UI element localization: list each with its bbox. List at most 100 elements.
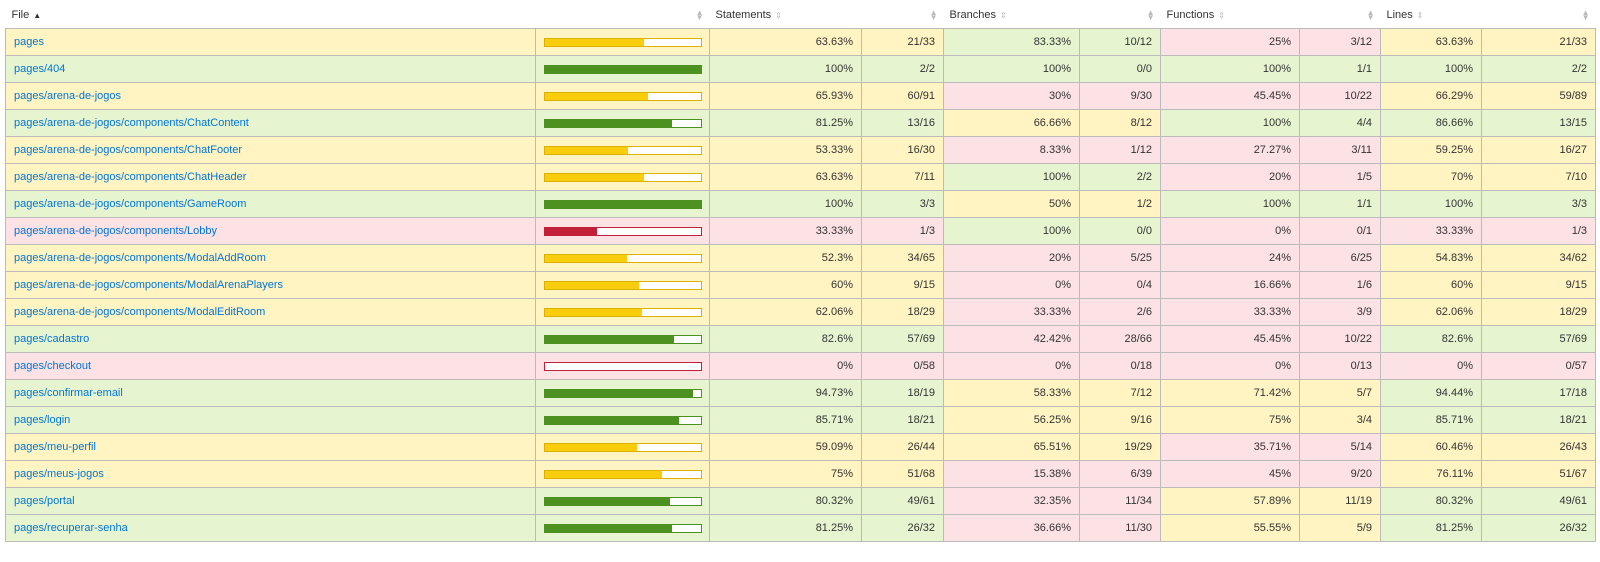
coverage-bar-cell bbox=[535, 109, 710, 137]
file-link[interactable]: pages/arena-de-jogos bbox=[14, 90, 122, 102]
branches-frac: 6/39 bbox=[1079, 460, 1161, 488]
file-cell: pages/arena-de-jogos/components/ChatHead… bbox=[5, 163, 536, 191]
file-link[interactable]: pages/recuperar-senha bbox=[14, 522, 128, 534]
statements-frac: 21/33 bbox=[861, 28, 944, 56]
lines-frac: 26/32 bbox=[1481, 514, 1596, 542]
coverage-bar-fill bbox=[545, 416, 679, 424]
coverage-bar-fill bbox=[545, 497, 671, 505]
statements-frac: 26/32 bbox=[861, 514, 944, 542]
lines-frac: 0/57 bbox=[1481, 352, 1596, 380]
file-link[interactable]: pages/arena-de-jogos/components/ChatFoot… bbox=[14, 144, 243, 156]
coverage-bar-cell bbox=[535, 271, 710, 299]
sort-icon: ▲ ▼ bbox=[929, 8, 938, 22]
coverage-bar bbox=[544, 496, 702, 506]
lines-frac: 34/62 bbox=[1481, 244, 1596, 272]
statements-frac: 18/19 bbox=[861, 379, 944, 407]
coverage-bar-cell bbox=[535, 487, 710, 515]
file-cell: pages/meu-perfil bbox=[5, 433, 536, 461]
coverage-bar-cell bbox=[535, 514, 710, 542]
sort-icon: ⇕ bbox=[1218, 11, 1225, 20]
functions-frac: 1/1 bbox=[1299, 190, 1381, 218]
statements-frac: 57/69 bbox=[861, 325, 944, 353]
sort-icon: ▲ ▼ bbox=[1366, 8, 1375, 22]
branches-pct: 36.66% bbox=[943, 514, 1080, 542]
functions-pct: 71.42% bbox=[1160, 379, 1300, 407]
functions-pct: 55.55% bbox=[1160, 514, 1300, 542]
file-link[interactable]: pages/arena-de-jogos/components/GameRoom bbox=[14, 198, 247, 210]
branches-frac: 7/12 bbox=[1079, 379, 1161, 407]
file-link[interactable]: pages/login bbox=[14, 414, 71, 426]
lines-pct: 62.06% bbox=[1380, 298, 1482, 326]
lines-pct: 66.29% bbox=[1380, 82, 1482, 110]
column-functions[interactable]: Functions ⇕ bbox=[1160, 2, 1300, 29]
statements-pct: 94.73% bbox=[709, 379, 862, 407]
table-row: pages/404 100% 2/2 100% 0/0 100% 1/1 100% 2/2 bbox=[5, 55, 1596, 83]
statements-pct: 65.93% bbox=[709, 82, 862, 110]
column-file[interactable]: File ▲ bbox=[5, 2, 536, 29]
file-link[interactable]: pages/arena-de-jogos/components/ChatCont… bbox=[14, 117, 249, 129]
lines-pct: 76.11% bbox=[1380, 460, 1482, 488]
file-link[interactable]: pages/arena-de-jogos/components/ModalAre… bbox=[14, 279, 284, 291]
statements-frac: 13/16 bbox=[861, 109, 944, 137]
file-link[interactable]: pages/arena-de-jogos/components/ModalAdd… bbox=[14, 252, 266, 264]
file-link[interactable]: pages bbox=[14, 36, 44, 48]
branches-pct: 58.33% bbox=[943, 379, 1080, 407]
statements-frac: 60/91 bbox=[861, 82, 944, 110]
coverage-bar bbox=[544, 280, 702, 290]
lines-frac: 2/2 bbox=[1481, 55, 1596, 83]
file-cell: pages/404 bbox=[5, 55, 536, 83]
column-lines[interactable]: Lines ⇕ bbox=[1380, 2, 1482, 29]
statements-header-label: Statements bbox=[715, 9, 772, 21]
sort-icon: ▲ ▼ bbox=[695, 8, 704, 22]
file-link[interactable]: pages/cadastro bbox=[14, 333, 90, 345]
file-link[interactable]: pages/checkout bbox=[14, 360, 92, 372]
column-lines-frac[interactable]: ▲ ▼ bbox=[1481, 2, 1596, 29]
functions-pct: 25% bbox=[1160, 28, 1300, 56]
file-link[interactable]: pages/meu-perfil bbox=[14, 441, 96, 453]
sort-icon: ▲ ▼ bbox=[1146, 8, 1155, 22]
file-link[interactable]: pages/arena-de-jogos/components/ModalEdi… bbox=[14, 306, 266, 318]
coverage-bar bbox=[544, 172, 702, 182]
coverage-bar bbox=[544, 307, 702, 317]
coverage-bar-fill bbox=[545, 389, 693, 397]
branches-frac: 10/12 bbox=[1079, 28, 1161, 56]
column-branches-frac[interactable]: ▲ ▼ bbox=[1079, 2, 1161, 29]
file-cell: pages/confirmar-email bbox=[5, 379, 536, 407]
file-link[interactable]: pages/confirmar-email bbox=[14, 387, 123, 399]
lines-frac: 16/27 bbox=[1481, 136, 1596, 164]
branches-pct: 8.33% bbox=[943, 136, 1080, 164]
coverage-bar-fill bbox=[545, 524, 672, 532]
column-functions-frac[interactable]: ▲ ▼ bbox=[1299, 2, 1381, 29]
file-link[interactable]: pages/portal bbox=[14, 495, 75, 507]
file-link[interactable]: pages/arena-de-jogos/components/Lobby bbox=[14, 225, 218, 237]
table-row: pages/arena-de-jogos/components/ModalAdd… bbox=[5, 244, 1596, 272]
lines-frac: 18/29 bbox=[1481, 298, 1596, 326]
statements-pct: 82.6% bbox=[709, 325, 862, 353]
file-link[interactable]: pages/arena-de-jogos/components/ChatHead… bbox=[14, 171, 247, 183]
functions-frac: 9/20 bbox=[1299, 460, 1381, 488]
branches-frac: 0/18 bbox=[1079, 352, 1161, 380]
branches-pct: 30% bbox=[943, 82, 1080, 110]
lines-pct: 54.83% bbox=[1380, 244, 1482, 272]
column-statements[interactable]: Statements ⇕ bbox=[709, 2, 862, 29]
functions-frac: 3/11 bbox=[1299, 136, 1381, 164]
coverage-bar-cell bbox=[535, 244, 710, 272]
file-cell: pages/arena-de-jogos/components/ChatFoot… bbox=[5, 136, 536, 164]
column-statements-frac[interactable]: ▲ ▼ bbox=[861, 2, 944, 29]
file-cell: pages/arena-de-jogos/components/ModalAre… bbox=[5, 271, 536, 299]
coverage-bar-cell bbox=[535, 352, 710, 380]
header-row: File ▲ ▲ ▼ Statements ⇕ ▲ ▼ Branches ⇕ ▲ ▼ Fun… bbox=[5, 2, 1596, 29]
table-row: pages/checkout 0% 0/58 0% 0/18 0% 0/13 0% 0/57 bbox=[5, 352, 1596, 380]
functions-frac: 1/5 bbox=[1299, 163, 1381, 191]
column-branches[interactable]: Branches ⇕ bbox=[943, 2, 1080, 29]
functions-frac: 0/1 bbox=[1299, 217, 1381, 245]
coverage-bar-cell bbox=[535, 379, 710, 407]
statements-pct: 62.06% bbox=[709, 298, 862, 326]
functions-pct: 16.66% bbox=[1160, 271, 1300, 299]
lines-pct: 100% bbox=[1380, 190, 1482, 218]
file-link[interactable]: pages/404 bbox=[14, 63, 66, 75]
statements-pct: 33.33% bbox=[709, 217, 862, 245]
column-bar[interactable]: ▲ ▼ bbox=[535, 2, 710, 29]
file-link[interactable]: pages/meus-jogos bbox=[14, 468, 104, 480]
functions-frac: 5/7 bbox=[1299, 379, 1381, 407]
